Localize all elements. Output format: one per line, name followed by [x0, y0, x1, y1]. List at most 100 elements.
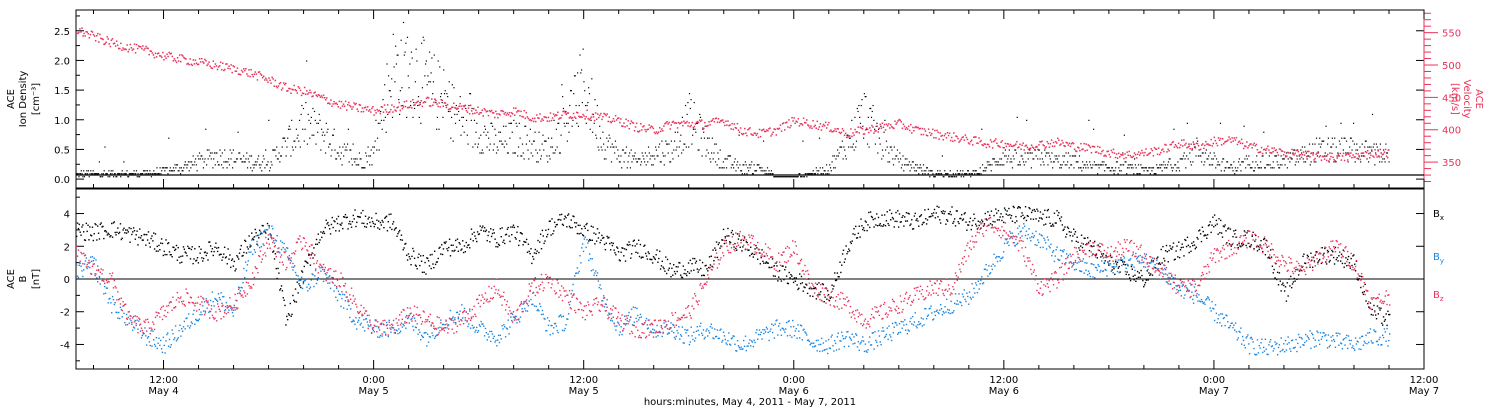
velocity-point	[822, 123, 825, 126]
field-bx-point	[254, 228, 256, 231]
field-bx-point	[1110, 256, 1113, 259]
density-point	[879, 143, 881, 145]
velocity-point	[298, 87, 301, 89]
field-bx-point	[690, 270, 692, 272]
velocity-point	[301, 92, 304, 94]
velocity-point	[624, 126, 626, 128]
density-point	[1093, 161, 1096, 163]
velocity-point	[276, 86, 279, 89]
field-bx-point	[671, 267, 673, 270]
field-bx-point	[1353, 254, 1355, 256]
density-point	[257, 155, 260, 157]
field-bx-point	[911, 228, 914, 230]
density-point	[740, 170, 743, 172]
velocity-point	[514, 114, 516, 116]
velocity-point	[204, 58, 206, 61]
velocity-point	[210, 67, 212, 69]
density-point	[380, 119, 383, 121]
velocity-point	[565, 113, 567, 116]
field-bx-point	[1349, 267, 1351, 269]
field-bx-point	[406, 259, 409, 261]
field-bx-point	[1098, 249, 1100, 252]
density-point	[213, 158, 215, 160]
field-bx-point	[949, 210, 951, 213]
velocity-point	[1361, 152, 1364, 154]
density-point	[913, 167, 915, 169]
density-point	[119, 173, 121, 175]
density-point	[115, 176, 117, 178]
density-point	[283, 137, 286, 139]
density-point	[437, 60, 439, 62]
field-bx-point	[1132, 275, 1134, 277]
field-bx-point	[935, 212, 937, 214]
field-bx-point	[110, 235, 112, 237]
velocity-point	[1291, 148, 1293, 151]
density-point	[1072, 155, 1074, 157]
density-point	[1195, 155, 1197, 157]
velocity-point	[333, 100, 335, 103]
density-point	[522, 152, 524, 154]
density-point	[1205, 149, 1207, 151]
field-bx-point	[738, 235, 741, 237]
density-point	[770, 170, 773, 172]
field-bx-point	[1244, 234, 1246, 236]
density-point	[1214, 155, 1216, 157]
velocity-point	[943, 134, 946, 137]
velocity-point	[532, 120, 535, 123]
velocity-point	[235, 70, 238, 72]
density-point	[459, 96, 461, 98]
velocity-point	[670, 124, 673, 126]
field-bx-point	[234, 270, 236, 272]
density-point	[125, 173, 127, 175]
density-point	[449, 110, 451, 113]
field-bx-point	[1318, 260, 1320, 262]
density-point	[305, 101, 307, 104]
density-point	[929, 176, 931, 178]
velocity-point	[1259, 151, 1262, 153]
field-bx-point	[782, 265, 784, 267]
field-by-point	[259, 231, 262, 233]
velocity-point	[614, 114, 617, 117]
density-point	[628, 155, 630, 157]
density-point	[1281, 164, 1283, 166]
density-point	[91, 173, 93, 175]
field-bx-point	[1365, 300, 1367, 302]
velocity-point	[1078, 147, 1080, 149]
density-point	[326, 131, 328, 133]
velocity-point	[981, 144, 983, 146]
field-by-point	[170, 344, 172, 346]
field-bx-point	[709, 264, 712, 266]
velocity-point	[779, 124, 782, 126]
velocity-point	[600, 112, 602, 115]
density-point	[866, 143, 869, 145]
velocity-point	[746, 134, 748, 137]
density-point	[1354, 161, 1356, 163]
field-bx-point	[1147, 279, 1149, 281]
velocity-point	[461, 108, 463, 110]
velocity-point	[184, 57, 186, 60]
density-point	[591, 78, 593, 80]
density-point	[391, 78, 393, 80]
field-bx-point	[320, 231, 322, 233]
density-point	[1234, 173, 1236, 175]
density-point	[324, 152, 327, 154]
field-bx-point	[1122, 263, 1125, 265]
field-bx-point	[492, 229, 495, 231]
velocity-point	[512, 107, 515, 109]
field-by-point	[287, 257, 290, 259]
velocity-point	[602, 116, 604, 118]
velocity-point	[713, 120, 716, 123]
velocity-point	[1129, 154, 1132, 157]
density-point	[940, 173, 943, 175]
density-point	[757, 164, 759, 166]
velocity-point	[443, 102, 446, 104]
density-point	[135, 170, 138, 172]
density-point	[497, 149, 499, 151]
density-point	[176, 164, 178, 166]
density-point	[414, 81, 416, 83]
density-point	[92, 170, 94, 172]
field-bx-point	[1158, 262, 1161, 264]
density-point	[207, 158, 209, 160]
velocity-point	[1158, 153, 1161, 156]
velocity-point	[1160, 151, 1162, 154]
